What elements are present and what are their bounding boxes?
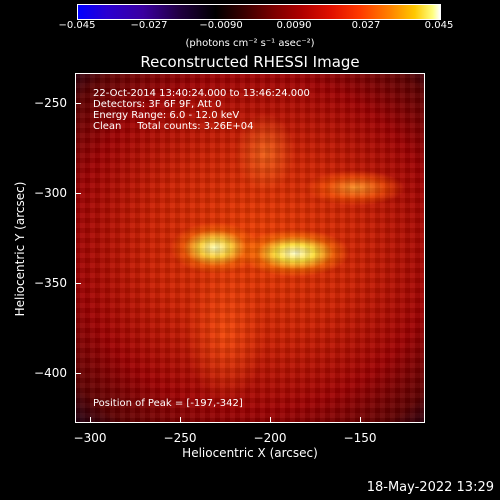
info-line-detectors: Detectors: 3F 6F 9F, Att 0 (93, 99, 222, 110)
generation-timestamp: 18-May-2022 13:29 (366, 480, 494, 495)
y-tick-label: −350 (34, 276, 67, 290)
colorbar-unit-label: (photons cm⁻² s⁻¹ asec⁻²) (185, 38, 315, 49)
x-tick-mark (360, 417, 361, 423)
peak-position-text: Position of Peak = [-197,-342] (93, 398, 243, 409)
x-axis-label: Heliocentric X (arcsec) (182, 446, 318, 460)
plot-frame (75, 73, 425, 423)
y-tick-label: −300 (34, 186, 67, 200)
plot-title: Reconstructed RHESSI Image (140, 53, 360, 71)
y-tick-mark (75, 193, 81, 194)
x-tick-label: −250 (163, 431, 197, 445)
info-line-energy-range: Energy Range: 6.0 - 12.0 keV (93, 110, 240, 121)
colorbar-tick: 0.0090 (276, 20, 312, 31)
x-tick-mark (180, 417, 181, 423)
info-line-counts: Clean Total counts: 3.26E+04 (93, 121, 254, 132)
y-tick-label: −250 (34, 96, 67, 110)
x-tick-mark (90, 417, 91, 423)
colorbar-tick: 0.027 (351, 20, 381, 31)
colorbar-tick: −0.0090 (199, 20, 243, 31)
x-tick-mark (270, 417, 271, 423)
x-tick-label: −200 (253, 431, 287, 445)
colorbar-tick: −0.045 (58, 20, 96, 31)
y-tick-mark (75, 373, 81, 374)
x-tick-label: −300 (73, 431, 107, 445)
y-tick-mark (75, 283, 81, 284)
x-tick-label: −150 (343, 431, 377, 445)
colorbar-tick: 0.045 (424, 20, 454, 31)
y-tick-mark (75, 103, 81, 104)
y-tick-label: −400 (34, 366, 67, 380)
info-line-time-range: 22-Oct-2014 13:40:24.000 to 13:46:24.000 (93, 88, 310, 99)
y-axis-label: Heliocentric Y (arcsec) (13, 181, 27, 317)
colorbar (77, 4, 441, 20)
rhessi-image (75, 73, 425, 423)
colorbar-tick: −0.027 (130, 20, 168, 31)
